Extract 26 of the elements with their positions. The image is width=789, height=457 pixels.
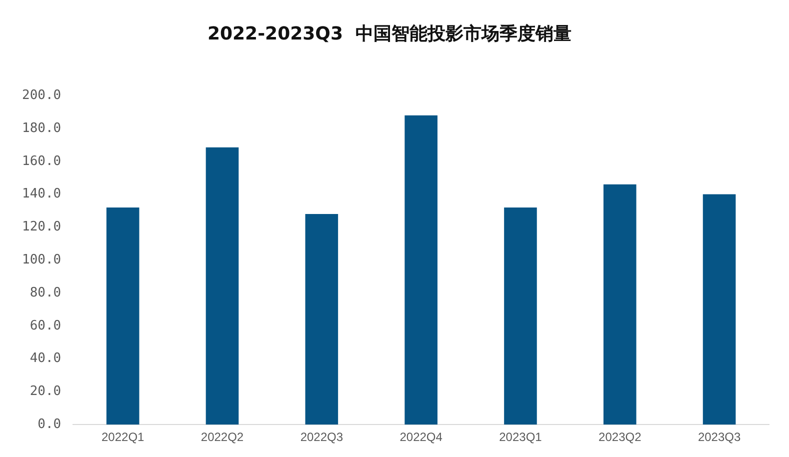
- bar: [206, 147, 239, 425]
- y-tick-label: 200.0: [22, 88, 62, 103]
- x-tick-label: 2022Q3: [300, 430, 344, 444]
- bar: [702, 194, 736, 425]
- bar: [504, 207, 537, 425]
- y-tick-label: 0.0: [38, 416, 62, 432]
- x-tick-label: 2023Q1: [499, 430, 542, 444]
- bar: [404, 115, 438, 425]
- y-tick-label: 20.0: [30, 384, 62, 400]
- x-tick-label: 2023Q2: [598, 430, 642, 444]
- y-tick-label: 80.0: [30, 285, 62, 300]
- y-tick-label: 60.0: [30, 318, 62, 334]
- y-tick-label: 40.0: [30, 351, 62, 366]
- y-tick-label: 120.0: [22, 220, 62, 235]
- x-tick-label: 2022Q1: [101, 430, 145, 444]
- bar: [603, 184, 636, 425]
- x-tick-label: 2023Q3: [698, 430, 741, 444]
- bar: [106, 207, 140, 425]
- y-tick-label: 160.0: [22, 154, 62, 169]
- bar: [305, 214, 338, 425]
- x-tick-label: 2022Q2: [200, 430, 244, 444]
- x-tick-label: 2022Q4: [400, 430, 443, 444]
- y-tick-label: 180.0: [22, 120, 62, 136]
- chart-title: 2022-2023Q3 中国智能投影市场季度销量: [207, 23, 572, 44]
- y-tick-label: 100.0: [22, 252, 62, 268]
- y-tick-label: 140.0: [22, 186, 62, 202]
